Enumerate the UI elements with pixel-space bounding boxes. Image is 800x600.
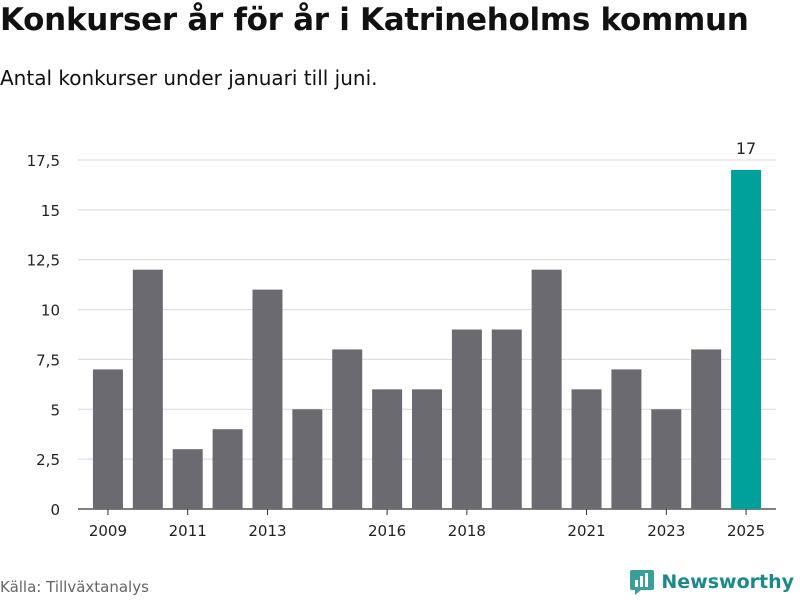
bar-2014[interactable] [292, 409, 323, 509]
y-tick-label: 17,5 [27, 152, 60, 170]
y-tick-label: 2,5 [36, 451, 60, 469]
bar-2021[interactable] [571, 389, 602, 509]
bars [92, 169, 762, 509]
newsworthy-logo-icon [630, 570, 655, 595]
data-labels: 17 [736, 139, 756, 158]
x-tick-label: 2009 [89, 522, 127, 540]
y-tick-label: 7,5 [36, 351, 60, 369]
brand-name: Newsworthy [661, 571, 794, 593]
y-tick-label: 0 [50, 501, 60, 519]
bar-2013[interactable] [252, 289, 283, 509]
bar-2025[interactable] [731, 169, 762, 509]
bar-2017[interactable] [412, 389, 442, 509]
chart-subtitle: Antal konkurser under januari till juni. [0, 66, 378, 90]
source-note: Källa: Tillväxtanalys [0, 578, 149, 596]
x-tick-label: 2023 [647, 522, 685, 540]
x-tick-label: 2021 [567, 522, 605, 540]
x-tick-label: 2011 [169, 522, 207, 540]
bar-2016[interactable] [372, 389, 403, 509]
bar-2020[interactable] [531, 269, 562, 509]
x-tick-label: 2016 [368, 522, 406, 540]
bar-2009[interactable] [92, 369, 123, 509]
bar-2010[interactable] [132, 269, 163, 509]
x-tick-label: 2025 [727, 522, 765, 540]
x-tick-label: 2013 [248, 522, 286, 540]
x-tick-label: 2018 [448, 522, 486, 540]
bar-2023[interactable] [651, 409, 682, 509]
bar-chart: 0 2,5 5 7,5 10 12,5 15 17,5 2009 2011 2013 2016 201… [27, 139, 776, 540]
bar-2012[interactable] [212, 429, 243, 509]
bar-2022[interactable] [611, 369, 642, 509]
y-tick-label: 12,5 [27, 252, 60, 270]
y-tick-label: 5 [50, 401, 60, 419]
x-axis-labels: 2009 2011 2013 2016 2018 2021 2023 2025 [89, 509, 765, 540]
bar-2019[interactable] [491, 329, 522, 509]
chart-title: Konkurser år för år i Katrineholms kommu… [0, 2, 749, 38]
bar-2015[interactable] [332, 349, 363, 509]
y-axis-labels: 0 2,5 5 7,5 10 12,5 15 17,5 [27, 152, 60, 519]
data-label: 17 [736, 139, 756, 158]
bar-2011[interactable] [172, 449, 203, 509]
y-tick-label: 10 [41, 302, 60, 320]
brand-logo[interactable]: Newsworthy [629, 568, 794, 596]
y-tick-label: 15 [41, 202, 60, 220]
bar-2018[interactable] [451, 329, 482, 509]
bar-2024[interactable] [691, 349, 722, 509]
